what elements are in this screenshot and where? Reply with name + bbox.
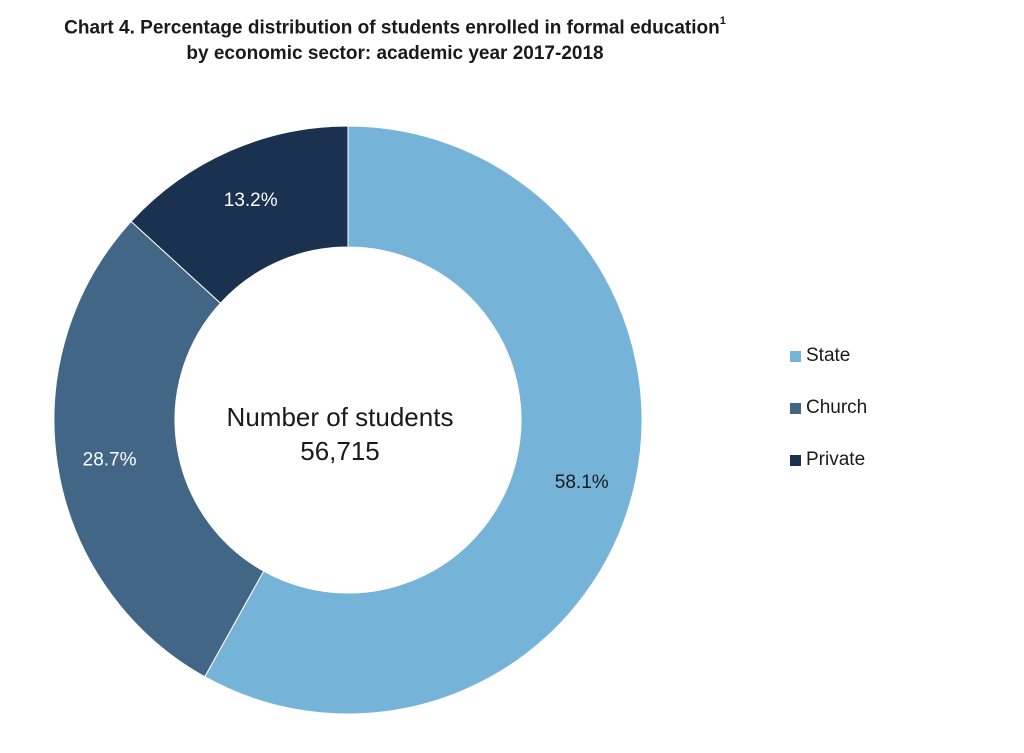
legend: State Church Private — [790, 343, 867, 499]
title-line-1: Chart 4. Percentage distribution of stud… — [64, 17, 720, 39]
legend-swatch-church — [790, 402, 801, 414]
slice-labels: 58.1% 28.7% 13.2% — [83, 190, 609, 493]
slice-label-private: 13.2% — [224, 190, 278, 211]
chart-title: Chart 4. Percentage distribution of stud… — [0, 10, 790, 67]
legend-label-state: State — [806, 345, 851, 366]
slice-private — [130, 125, 349, 304]
donut-slices — [53, 125, 643, 715]
center-value: 56,715 — [300, 436, 380, 466]
legend-label-private: Private — [806, 449, 866, 470]
center-label: Number of students — [227, 402, 454, 432]
slice-state — [204, 125, 643, 715]
legend-swatch-state — [790, 350, 801, 362]
legend-item-state: State — [790, 343, 867, 369]
legend-item-church: Church — [790, 395, 867, 421]
title-footnote: 1 — [719, 15, 726, 27]
legend-item-private: Private — [790, 447, 867, 473]
slice-church — [53, 220, 265, 678]
slice-label-church: 28.7% — [83, 450, 137, 471]
legend-label-church: Church — [806, 397, 868, 418]
slice-label-state: 58.1% — [555, 472, 609, 493]
legend-swatch-private — [790, 454, 801, 466]
title-line-2: by economic sector: academic year 2017-2… — [186, 43, 604, 65]
